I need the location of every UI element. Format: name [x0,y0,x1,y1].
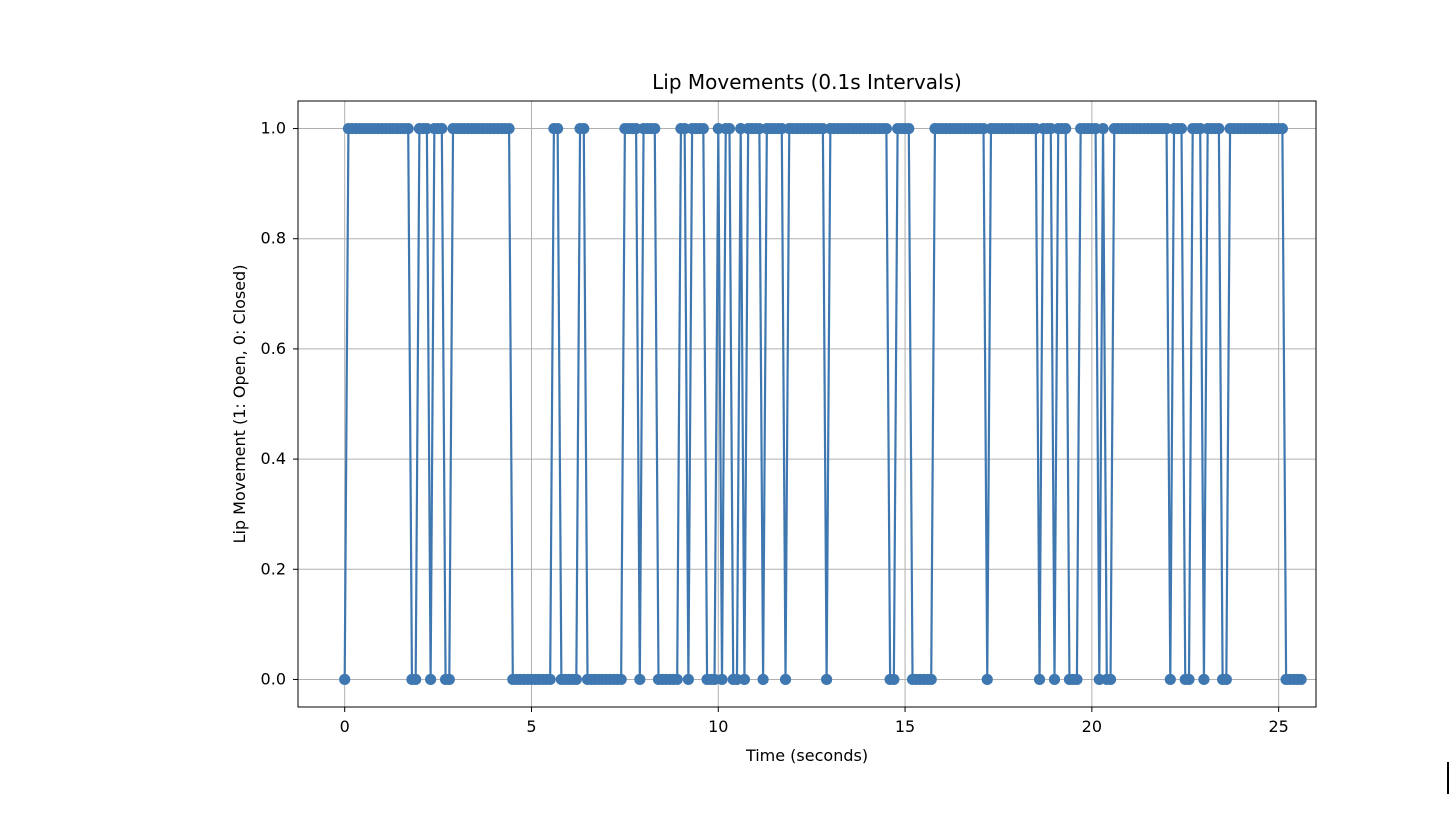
data-point [1071,673,1083,686]
text-cursor-icon [1447,762,1449,794]
data-point [1175,122,1188,135]
data-point [634,673,646,686]
data-point [779,673,792,686]
data-point [671,673,683,686]
data-point [888,673,900,686]
x-tick-label: 25 [1268,717,1288,736]
y-tick-label: 0.2 [261,559,286,578]
x-tick-label: 15 [895,717,915,736]
x-axis-title: Time (seconds) [745,746,868,765]
data-point [682,673,694,686]
data-point [716,673,728,686]
x-tick-label: 20 [1082,717,1102,736]
data-point [757,673,769,686]
data-point [981,673,993,686]
data-point [578,122,590,135]
data-point [410,673,422,686]
data-point [1033,673,1046,686]
y-axis-title: Lip Movement (1: Open, 0: Closed) [230,265,249,544]
data-point [544,673,556,686]
data-point [1276,122,1288,135]
x-axis: 0 5 10 15 20 25 [340,707,1289,736]
data-point [443,673,455,686]
data-point [1183,673,1195,686]
data-point [436,122,448,135]
x-tick-label: 10 [708,717,728,736]
plot-frame [297,100,1317,708]
data-point [570,673,582,686]
data-point [649,122,661,135]
data-point [1220,673,1232,686]
data-point [1213,122,1225,135]
data-point [1097,122,1109,135]
data-point [1164,673,1176,686]
data-point [339,673,351,686]
data-point [552,122,564,135]
x-tick-label: 5 [526,717,536,736]
y-tick-label: 0.0 [261,669,286,688]
data-point [615,673,627,686]
data-point [402,122,414,135]
data-point [1295,673,1307,686]
data-point [925,673,937,686]
y-tick-label: 1.0 [261,119,286,138]
y-tick-label: 0.6 [261,339,286,358]
x-tick-label: 0 [340,717,350,736]
chart-title: Lip Movements (0.1s Intervals) [652,70,962,94]
y-axis: 0.0 0.2 0.4 0.6 0.8 1.0 [261,119,298,688]
data-point [697,122,709,135]
data-point [425,673,437,686]
data-point [503,122,515,135]
data-point [1060,122,1072,135]
data-point [821,673,833,686]
data-point [723,122,736,135]
data-point [1048,673,1061,686]
y-tick-label: 0.4 [261,449,286,468]
data-point [738,673,751,686]
data-point [1104,673,1117,686]
y-tick-label: 0.8 [261,229,286,248]
series-lip-movement [339,122,1307,686]
data-point [1198,673,1210,686]
data-point [903,122,915,135]
data-point [880,122,892,135]
